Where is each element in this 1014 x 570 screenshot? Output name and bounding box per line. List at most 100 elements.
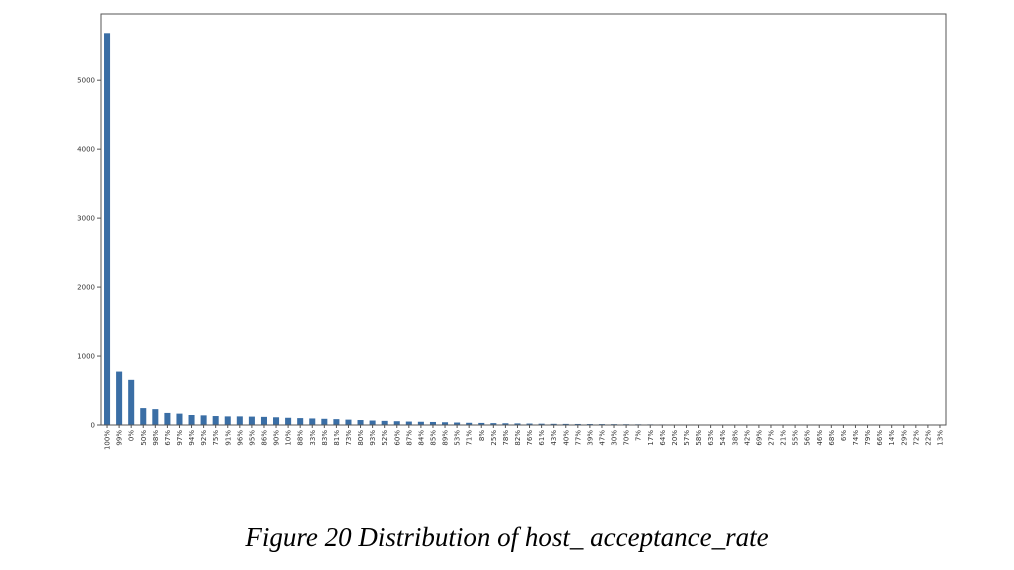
x-tick-label: 75% — [212, 430, 220, 446]
y-tick-label: 1000 — [77, 353, 95, 361]
bar-94pct — [188, 415, 195, 425]
x-tick-label: 33% — [309, 430, 317, 446]
x-tick-label: 47% — [598, 430, 606, 446]
bars-group — [104, 33, 943, 426]
bar-95pct — [248, 416, 255, 425]
bar-8pct — [478, 422, 485, 425]
x-tick-label: 13% — [936, 430, 944, 446]
x-tick-label: 46% — [816, 430, 824, 446]
bar-90pct — [273, 417, 280, 425]
bar-80pct — [357, 420, 364, 425]
x-tick-label: 78% — [502, 430, 510, 446]
x-tick-label: 39% — [586, 430, 594, 446]
bar-86pct — [260, 416, 267, 425]
bar-61pct — [538, 423, 545, 425]
bar-76pct — [526, 423, 533, 425]
x-tick-label: 50% — [140, 430, 148, 446]
x-tick-label: 97% — [176, 430, 184, 446]
x-tick-label: 8% — [478, 430, 486, 441]
x-tick-label: 29% — [900, 430, 908, 446]
bar-0pct — [128, 379, 135, 425]
x-tick-label: 70% — [623, 430, 631, 446]
x-tick-label: 93% — [369, 430, 377, 446]
x-tick-label: 21% — [780, 430, 788, 446]
bar-84pct — [417, 421, 424, 425]
x-tick-label: 100% — [104, 430, 112, 450]
y-tick-label: 3000 — [77, 215, 95, 223]
x-tick-label: 94% — [188, 430, 196, 446]
x-tick-label: 76% — [526, 430, 534, 446]
x-tick-label: 87% — [405, 430, 413, 446]
x-tick-label: 22% — [924, 430, 932, 446]
x-tick-label: 99% — [116, 430, 124, 446]
x-tick-label: 38% — [731, 430, 739, 446]
bar-96pct — [236, 416, 243, 425]
bar-25pct — [490, 423, 497, 425]
x-tick-label: 60% — [393, 430, 401, 446]
x-tick-label: 77% — [574, 430, 582, 446]
x-tick-label: 56% — [804, 430, 812, 446]
bar-50pct — [140, 408, 147, 425]
x-tick-label: 61% — [538, 430, 546, 446]
x-tick-label: 80% — [357, 430, 365, 446]
bar-99pct — [116, 371, 123, 425]
bar-60pct — [393, 421, 400, 425]
x-tick-label: 53% — [454, 430, 462, 446]
x-tick-label: 40% — [562, 430, 570, 446]
x-tick-label: 54% — [719, 430, 727, 446]
bar-81pct — [333, 419, 340, 425]
x-tick-label: 91% — [224, 430, 232, 446]
bar-89pct — [442, 422, 449, 425]
bar-chart: 0 1000 2000 3000 4000 5000 100% 99% 0% 50% 98% 67%… — [77, 13, 947, 450]
x-tick-label: 96% — [236, 430, 244, 446]
x-tick-label: 83% — [321, 430, 329, 446]
x-tick-label: 89% — [442, 430, 450, 446]
x-tick-label: 79% — [864, 430, 872, 446]
x-tick-label: 98% — [152, 430, 160, 446]
x-tick-label: 64% — [659, 430, 667, 446]
x-tick-label: 17% — [647, 430, 655, 446]
x-tick-label: 68% — [828, 430, 836, 446]
bar-93pct — [369, 420, 376, 425]
x-tick-label: 90% — [273, 430, 281, 446]
bar-83pct — [321, 418, 328, 425]
bar-87pct — [405, 421, 412, 425]
x-tick-label: 67% — [164, 430, 172, 446]
x-tick-label: 30% — [611, 430, 619, 446]
bar-33pct — [309, 418, 316, 425]
bar-78pct — [502, 423, 509, 425]
bar-52pct — [381, 420, 388, 425]
bar-43pct — [550, 423, 557, 425]
bar-67pct — [164, 412, 171, 425]
x-tick-label: 57% — [683, 430, 691, 446]
x-tick-label: 14% — [888, 430, 896, 446]
x-tick-label: 10% — [285, 430, 293, 446]
x-tick-label: 86% — [260, 430, 268, 446]
bar-77pct — [574, 423, 581, 425]
x-tick-label: 43% — [550, 430, 558, 446]
x-tick-label: 66% — [876, 430, 884, 446]
bar-100pct — [104, 33, 111, 426]
bar-40pct — [562, 423, 569, 425]
bar-10pct — [285, 417, 292, 425]
x-tick-label: 25% — [490, 430, 498, 446]
bar-71pct — [466, 422, 473, 425]
y-axis: 0 1000 2000 3000 4000 5000 — [77, 77, 101, 430]
plot-frame — [100, 13, 947, 426]
x-tick-label: 69% — [755, 430, 763, 446]
x-tick-label: 73% — [345, 430, 353, 446]
bar-85pct — [429, 421, 436, 425]
x-tick-label: 92% — [200, 430, 208, 446]
x-tick-label: 63% — [707, 430, 715, 446]
x-tick-label: 58% — [695, 430, 703, 446]
x-axis: 100% 99% 0% 50% 98% 67% 97% 94% 92% 75% 91% 96% 95% 8… — [104, 425, 944, 450]
bar-75pct — [212, 416, 219, 425]
bar-97pct — [176, 413, 183, 425]
x-tick-label: 74% — [852, 430, 860, 446]
x-tick-label: 27% — [767, 430, 775, 446]
x-tick-label: 88% — [297, 430, 305, 446]
y-tick-label: 4000 — [77, 146, 95, 154]
x-tick-label: 0% — [128, 430, 136, 441]
x-tick-label: 71% — [466, 430, 474, 446]
bar-92pct — [200, 415, 207, 425]
